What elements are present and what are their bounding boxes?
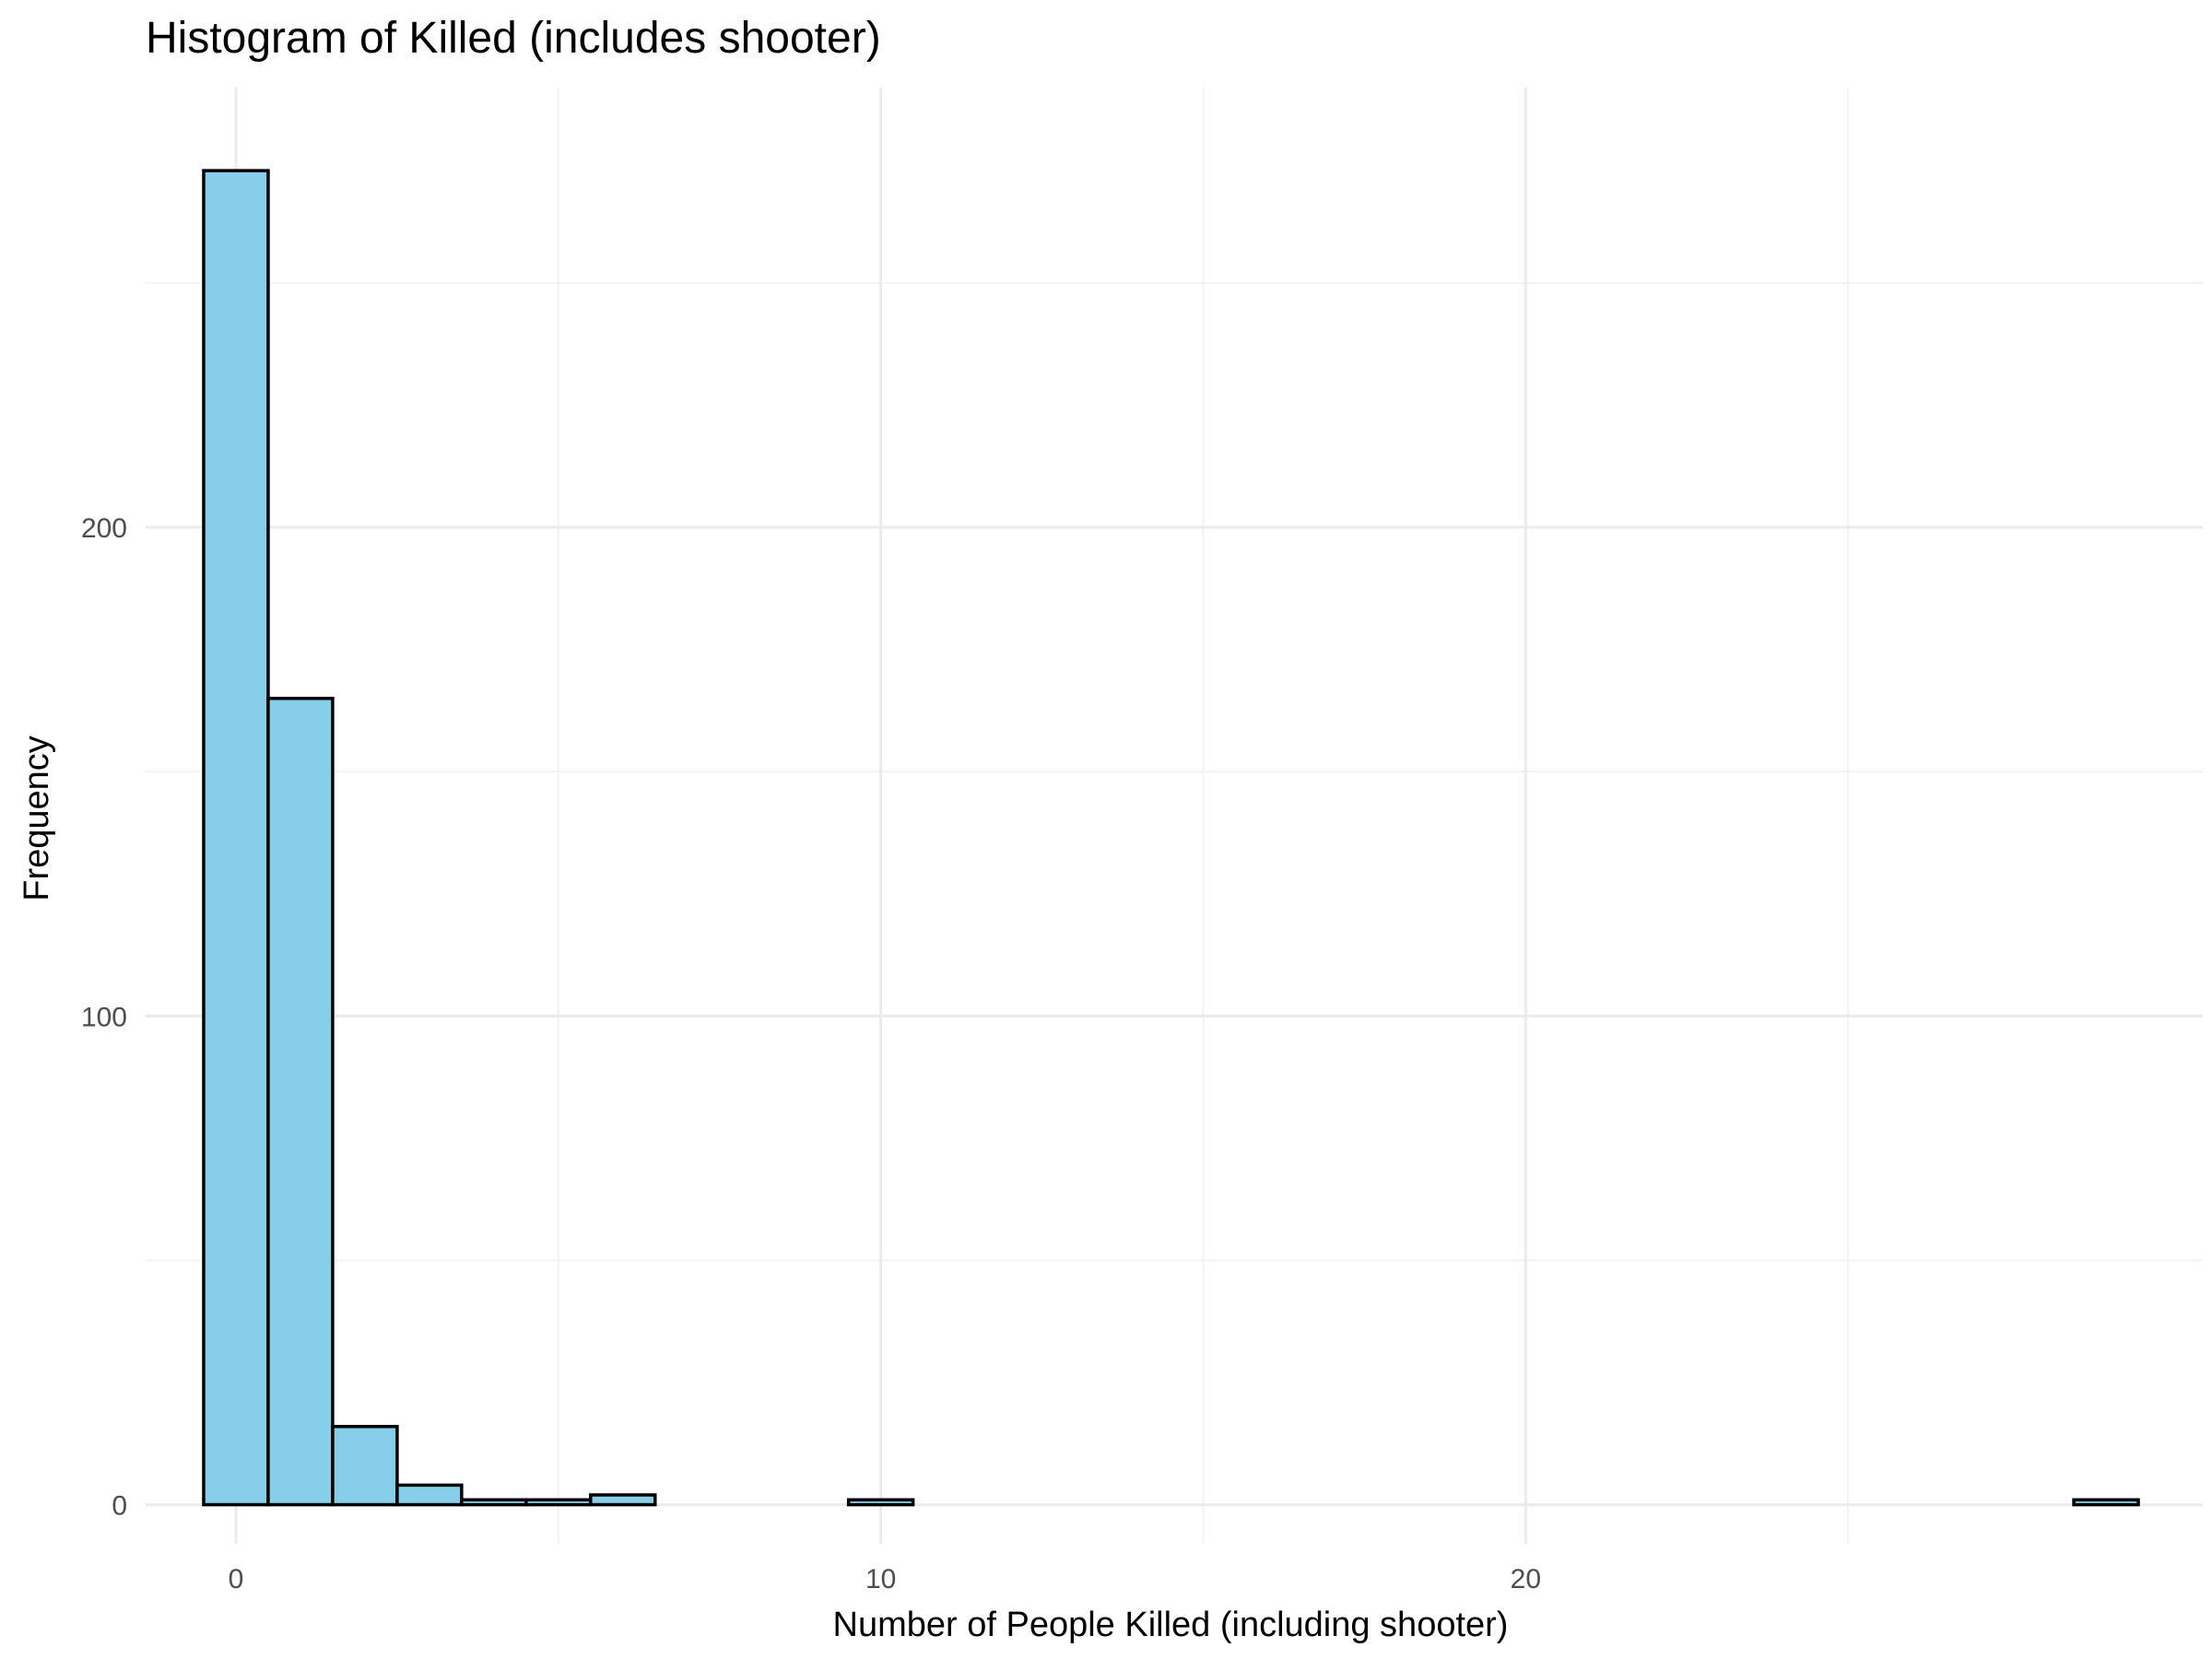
histogram-bar — [266, 697, 335, 1507]
histogram-bar — [524, 1498, 593, 1507]
x-tick-label: 10 — [865, 1564, 896, 1594]
histogram-bar — [589, 1493, 657, 1507]
histogram-bar — [202, 169, 270, 1507]
y-tick-label: 0 — [112, 1491, 127, 1522]
y-tick-label: 200 — [81, 513, 127, 544]
histogram-bars — [202, 169, 2140, 1507]
histogram-bar — [331, 1425, 399, 1507]
grid-lines — [146, 88, 2203, 1544]
histogram-bar — [846, 1498, 915, 1507]
x-axis-title: Number of People Killed (including shoot… — [833, 1606, 1509, 1644]
x-tick-label: 20 — [1511, 1564, 1541, 1594]
histogram-bar — [2072, 1498, 2140, 1507]
chart-title: Histogram of Killed (includes shooter) — [146, 14, 881, 63]
histogram-bar — [395, 1483, 464, 1507]
y-tick-label: 100 — [81, 1002, 127, 1032]
y-axis-title: Frequency — [18, 735, 56, 901]
x-tick-label: 0 — [229, 1564, 244, 1594]
histogram-bar — [460, 1498, 528, 1507]
